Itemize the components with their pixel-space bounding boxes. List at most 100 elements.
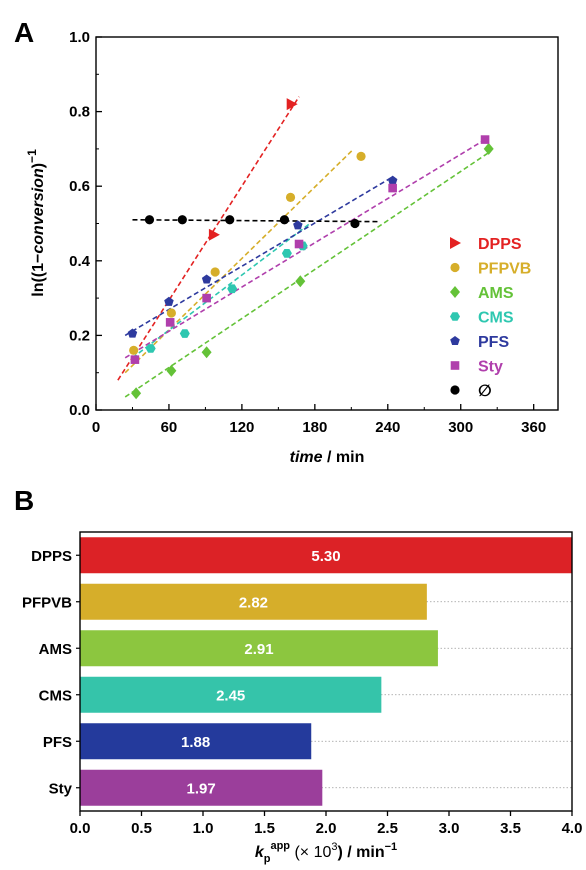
panel-a-x-axis-title: time / min: [290, 449, 365, 466]
bar-cms: [80, 676, 382, 713]
data-point-null-set: [279, 215, 290, 225]
data-point-null-set: [144, 215, 155, 225]
fit-line-cms: [131, 222, 311, 359]
bar-sty: [80, 769, 323, 806]
x-tick-label: 0.0: [70, 820, 91, 837]
panel-b: B 5.30 2.82 2.91 2.45 1.88 1.97 DPPS PFPVB AMS C…: [14, 485, 582, 865]
bar-value-label-ams: 2.91: [244, 641, 273, 658]
data-point-pfpvb: [166, 308, 176, 318]
data-point-pfs: [201, 274, 212, 284]
y-tick-label: 0.8: [69, 104, 90, 121]
legend-label-pfpvb: PFPVB: [478, 261, 531, 278]
legend-marker-ams: [450, 286, 460, 298]
x-tick-label: 1.5: [254, 820, 275, 837]
y-tick-label: 1.0: [69, 29, 90, 46]
bar-value-label-sty: 1.97: [187, 780, 216, 797]
x-tick-label: 1.0: [193, 820, 214, 837]
panel-a-y-axis-sup: −1: [25, 149, 39, 163]
data-point-pfs: [127, 328, 138, 338]
panel-a-points: [127, 98, 494, 400]
panel-a-x-axis-rest: / min: [323, 449, 365, 466]
bar-pfs: [80, 723, 312, 760]
bar-value-label-cms: 2.45: [216, 687, 245, 704]
data-point-dpps: [286, 98, 298, 111]
category-label-cms: CMS: [39, 687, 72, 704]
y-tick-label: 0.2: [69, 327, 90, 344]
fit-line-dpps: [117, 96, 300, 381]
panel-a-x-axis-italic: time: [290, 449, 323, 466]
legend-marker-pfpvb: [450, 262, 460, 273]
data-point-null-set: [177, 215, 187, 225]
panel-a-letter: A: [14, 17, 34, 48]
panel-b-x-axis-sup3: −1: [385, 841, 398, 853]
x-tick-label: 0.5: [131, 820, 152, 837]
y-tick-label: 0.4: [69, 253, 91, 270]
x-tick-label: 60: [161, 419, 178, 436]
legend-label-ams: AMS: [478, 285, 514, 302]
data-point-ams: [131, 387, 142, 400]
panel-a-y-axis-title: ln((1−conversion)−1: [25, 149, 47, 297]
legend-label-sty: Sty: [478, 359, 503, 376]
bar-dpps: [80, 537, 572, 574]
panel-b-x-axis-main: k: [255, 844, 265, 861]
data-point-pfpvb: [210, 267, 220, 277]
data-point-ams: [295, 275, 306, 288]
panel-b-letter: B: [14, 485, 34, 516]
legend-label-pfs: PFS: [478, 334, 509, 351]
y-tick-label: 0.0: [69, 402, 90, 419]
data-point-pfs: [293, 220, 303, 230]
data-point-pfs: [387, 175, 398, 185]
data-point-cms: [281, 249, 292, 258]
data-point-pfpvb: [356, 151, 366, 161]
category-label-pfs: PFS: [43, 734, 72, 751]
bar-value-label-pfpvb: 2.82: [239, 594, 268, 611]
panel-b-x-axis-rest: (× 10: [290, 844, 331, 861]
x-tick-label: 120: [229, 419, 254, 436]
data-point-ams: [483, 142, 494, 155]
data-point-sty: [388, 183, 397, 193]
panel-b-x-axis-title: kpapp (× 103) / min−1: [255, 840, 397, 865]
category-label-ams: AMS: [39, 641, 72, 658]
x-tick-label: 3.0: [439, 820, 460, 837]
fit-line-pfs: [124, 176, 394, 337]
panel-b-bars: 5.30 2.82 2.91 2.45 1.88 1.97: [80, 537, 572, 806]
panel-b-ticks: DPPS PFPVB AMS CMS PFS Sty 0.0 0.5 1.0 1.5 2.0 2.5 3…: [22, 548, 582, 837]
x-tick-label: 360: [521, 419, 546, 436]
x-tick-label: 240: [375, 419, 400, 436]
data-point-sty: [480, 135, 490, 144]
category-label-pfpvb: PFPVB: [22, 594, 72, 611]
bar-value-label-pfs: 1.88: [181, 734, 210, 751]
data-point-dpps: [208, 228, 220, 241]
fit-line-pfpvb: [124, 148, 355, 374]
panel-a-ticks: 0 60 120 180 240 300 360 0.0 0.2 0.4 0.6 0.8 1.0: [69, 29, 546, 436]
data-point-cms: [179, 329, 190, 338]
bar-value-label-dpps: 5.30: [311, 548, 340, 565]
x-tick-label: 4.0: [562, 820, 583, 837]
panel-a-legend: DPPS PFPVB AMS CMS PFS Sty ∅: [450, 236, 531, 400]
bar-ams: [80, 630, 438, 667]
panel-a-plot-frame: [95, 36, 559, 411]
data-point-sty: [294, 239, 304, 249]
legend-label-cms: CMS: [478, 310, 514, 327]
panel-a-y-axis-post: ): [30, 163, 47, 168]
panel-b-x-axis-rest2: ) / min: [338, 844, 385, 861]
data-point-pfpvb: [129, 345, 139, 355]
panel-b-x-axis-sub: p: [264, 853, 271, 865]
panel-b-x-axis-sup2: 3: [331, 841, 337, 853]
legend-marker-dpps: [450, 237, 461, 249]
legend-marker-cms: [450, 312, 460, 321]
x-tick-label: 2.0: [316, 820, 337, 837]
x-tick-label: 3.5: [500, 820, 521, 837]
legend-label-dpps: DPPS: [478, 236, 522, 253]
data-point-ams: [166, 364, 177, 377]
x-tick-label: 0: [92, 419, 100, 436]
fit-line-null-set: [132, 218, 379, 223]
legend-marker-sty: [450, 361, 460, 370]
panel-a-y-axis-italic: conversion: [30, 168, 47, 254]
bar-pfpvb: [80, 583, 427, 620]
fit-line-ams: [124, 151, 490, 398]
legend-marker-null-set: [450, 385, 460, 395]
legend-marker-pfs: [450, 336, 460, 345]
panel-b-x-axis-sup: app: [270, 840, 290, 852]
